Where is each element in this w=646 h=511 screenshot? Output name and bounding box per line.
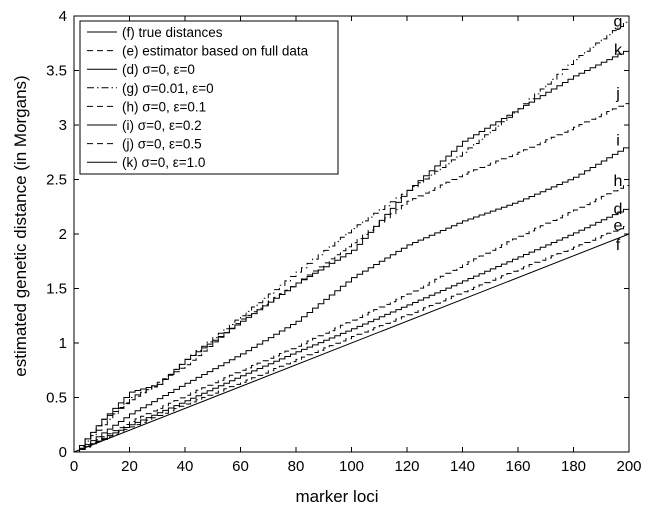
- series-end-label-e: e: [614, 218, 623, 235]
- x-tick-label: 200: [616, 458, 641, 475]
- y-tick-label: 2.5: [46, 172, 67, 189]
- series-end-label-h: h: [614, 173, 623, 190]
- series-end-label-j: j: [615, 86, 620, 103]
- series-line-j: [74, 101, 630, 453]
- y-tick-label: 0.5: [46, 390, 67, 407]
- series-end-label-i: i: [616, 133, 620, 150]
- series-line-e: [74, 224, 630, 453]
- series-line-i: [74, 144, 630, 453]
- series-end-label-g: g: [614, 14, 623, 31]
- legend-box: [79, 20, 339, 175]
- x-axis-title: marker loci: [295, 487, 378, 506]
- series-lines: [73, 18, 630, 453]
- legend-label-j: (j) σ=0, ε=0.5: [122, 137, 202, 152]
- series-line-g: [74, 18, 630, 453]
- x-tick-label: 180: [561, 458, 586, 475]
- legend-label-d: (d) σ=0, ε=0: [122, 62, 195, 77]
- series-line-h: [74, 182, 630, 453]
- legend-label-e: (e) estimator based on full data: [122, 44, 309, 59]
- x-tick-label: 100: [339, 458, 364, 475]
- series-end-label-f: f: [616, 237, 621, 254]
- x-tick-label: 0: [70, 458, 78, 475]
- y-tick-label: 2: [59, 226, 67, 243]
- x-tick-label: 60: [232, 458, 249, 475]
- series-line-k: [74, 48, 630, 453]
- series-line-f: [73, 233, 630, 453]
- y-tick-label: 4: [59, 8, 67, 25]
- y-axis-title: estimated genetic distance (in Morgans): [11, 75, 30, 376]
- y-tick-label: 3.5: [46, 63, 67, 80]
- series-end-labels: fed g h i j k: [614, 14, 623, 254]
- x-tick-label: 120: [394, 458, 419, 475]
- legend-label-g: (g) σ=0.01, ε=0: [122, 81, 214, 96]
- series-end-label-d: d: [614, 201, 623, 218]
- x-tick-label: 80: [288, 458, 305, 475]
- y-tick-label: 3: [59, 117, 67, 134]
- legend: (f) true distances (e) estimator based on…: [79, 20, 339, 175]
- y-tick-label: 1: [59, 335, 67, 352]
- x-tick-label: 160: [505, 458, 530, 475]
- y-tick-label: 0: [59, 444, 67, 461]
- x-tick-label: 20: [121, 458, 138, 475]
- x-tick-label: 40: [177, 458, 194, 475]
- series-line-d: [74, 206, 630, 453]
- legend-label-h: (h) σ=0, ε=0.1: [122, 99, 206, 114]
- y-tick-label: 1.5: [46, 281, 67, 298]
- legend-label-i: (i) σ=0, ε=0.2: [122, 118, 202, 133]
- legend-label-k: (k) σ=0, ε=1.0: [122, 155, 205, 170]
- series-end-label-k: k: [614, 42, 623, 59]
- axes: 0 20 40 60 80 100 120 140 160 180 200 0 0.5 1 1.5 2 2.5 3…: [46, 8, 641, 475]
- legend-label-f: (f) true distances: [122, 25, 223, 40]
- x-tick-label: 140: [450, 458, 475, 475]
